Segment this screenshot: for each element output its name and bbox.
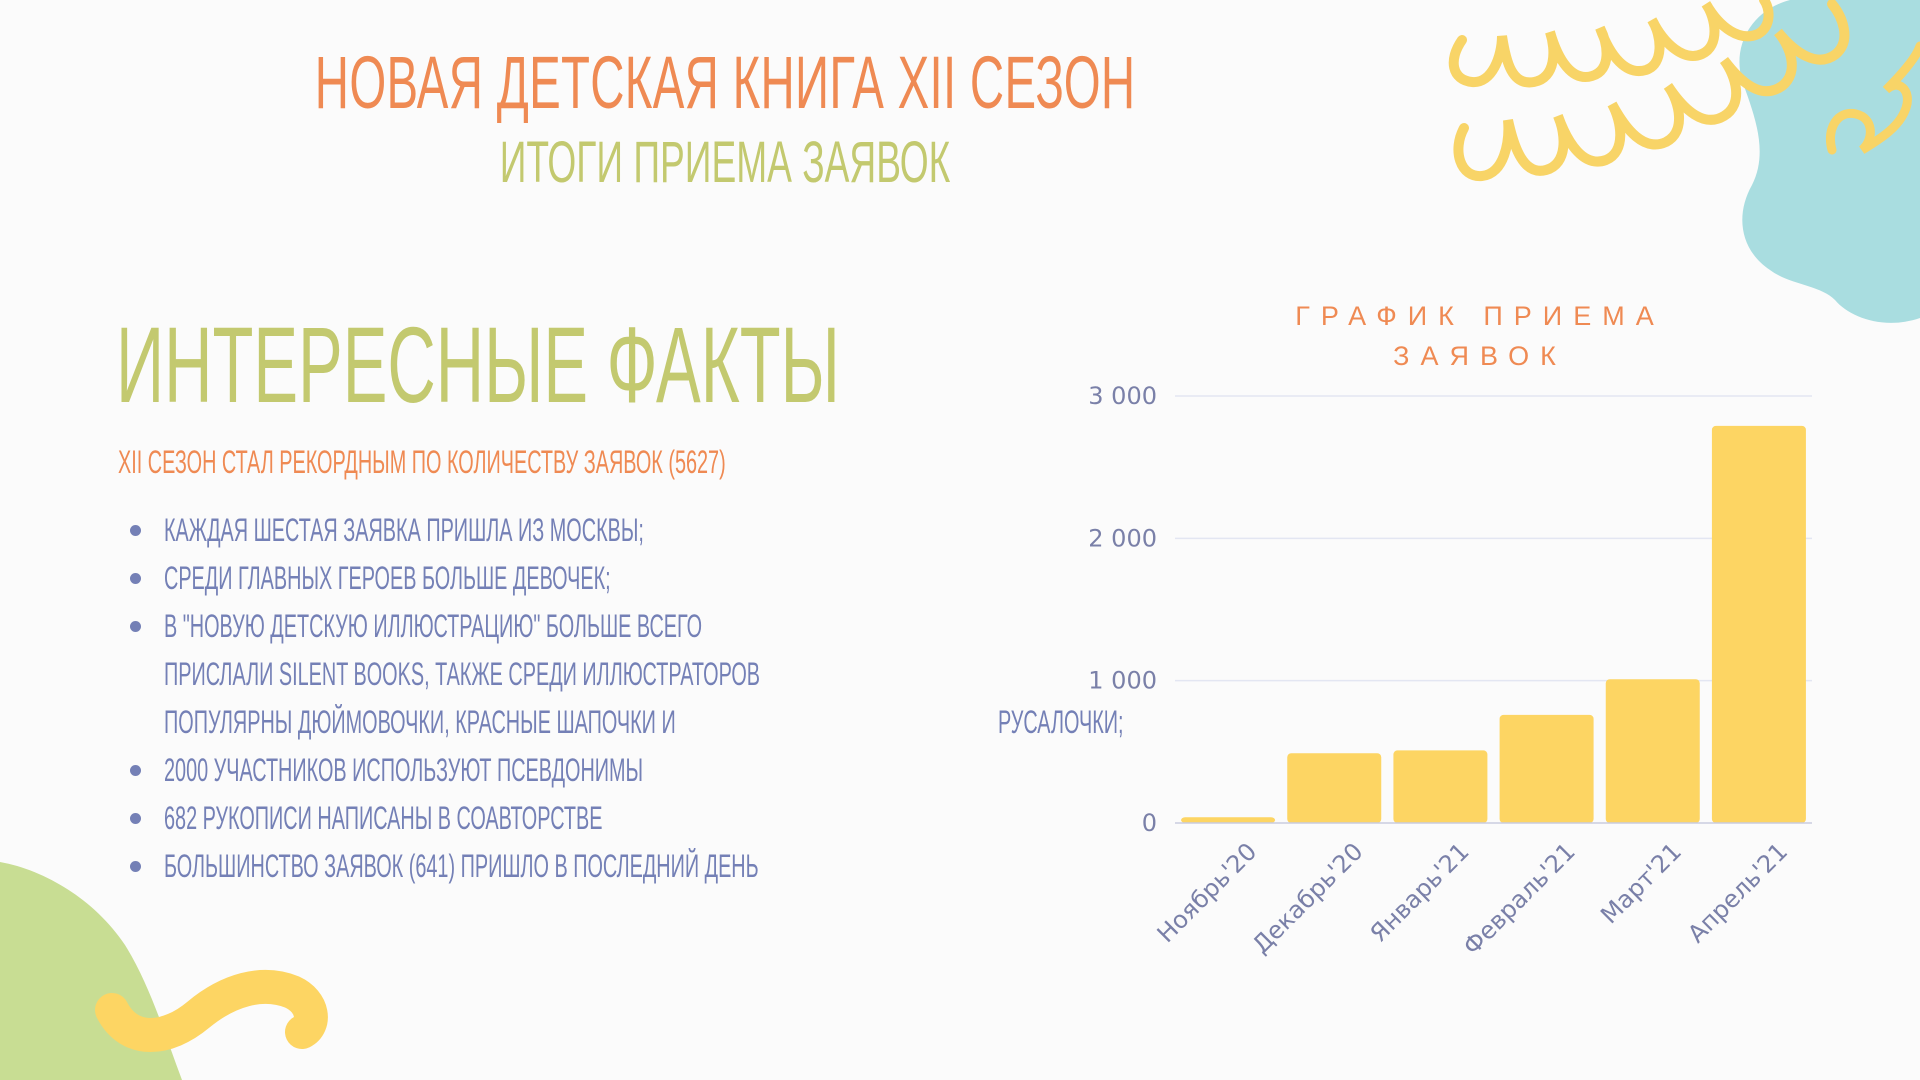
facts-list: КАЖДАЯ ШЕСТАЯ ЗАЯВКА ПРИШЛА ИЗ МОСКВЫ; С… <box>130 506 1920 890</box>
y-tick-label: 3 000 <box>1088 382 1157 410</box>
yellow-squiggle-top <box>1448 0 1774 88</box>
y-tick-label: 1 000 <box>1088 667 1157 695</box>
page-title: НОВАЯ ДЕТСКАЯ КНИГА XII СЕЗОН <box>314 41 1136 124</box>
title-block: НОВАЯ ДЕТСКАЯ КНИГА XII СЕЗОН ИТОГИ ПРИЕ… <box>0 38 1450 198</box>
x-tick-label: Март'21 <box>1595 837 1687 929</box>
fact-line: РУСАЛОЧКИ; <box>998 704 1124 740</box>
bar <box>1181 817 1276 823</box>
x-tick-label: Февраль'21 <box>1458 837 1581 960</box>
x-tick-label: Апрель'21 <box>1682 837 1793 948</box>
fact-line: 2000 УЧАСТНИКОВ ИСПОЛЬЗУЮТ ПСЕВДОНИМЫ <box>164 752 644 788</box>
fact-line: СРЕДИ ГЛАВНЫХ ГЕРОЕВ БОЛЬШЕ ДЕВОЧЕК; <box>164 560 611 596</box>
teal-blob <box>1739 0 1920 323</box>
fact-line: ПРИСЛАЛИ SILENT BOOKS, ТАКЖЕ СРЕДИ ИЛЛЮС… <box>164 656 761 692</box>
yellow-squiggle-right <box>1826 41 1920 155</box>
y-tick-label: 2 000 <box>1088 524 1157 552</box>
fact-item: В "НОВУЮ ДЕТСКУЮ ИЛЛЮСТРАЦИЮ" БОЛЬШЕ ВСЕ… <box>130 602 1920 746</box>
record-statement: XII СЕЗОН СТАЛ РЕКОРДНЫМ ПО КОЛИЧЕСТВУ З… <box>118 444 726 480</box>
fact-item: КАЖДАЯ ШЕСТАЯ ЗАЯВКА ПРИШЛА ИЗ МОСКВЫ; <box>130 506 1920 554</box>
chart-title: ГРАФИК ПРИЕМА ЗАЯВОК <box>1295 301 1665 371</box>
x-tick-label: Декабрь'20 <box>1247 837 1369 959</box>
bar <box>1287 753 1382 823</box>
x-tick-label: Январь'21 <box>1365 837 1475 947</box>
fact-item: 2000 УЧАСТНИКОВ ИСПОЛЬЗУЮТ ПСЕВДОНИМЫ <box>130 746 1920 794</box>
bar <box>1393 750 1488 823</box>
yellow-squiggle-middle <box>1453 0 1850 181</box>
fact-line: БОЛЬШИНСТВО ЗАЯВОК (641) ПРИШЛО В ПОСЛЕД… <box>164 848 759 884</box>
facts-heading: ИНТЕРЕСНЫЕ ФАКТЫ <box>116 304 840 425</box>
fact-item: 682 РУКОПИСИ НАПИСАНЫ В СОАВТОРСТВЕ <box>130 794 1920 842</box>
fact-item: БОЛЬШИНСТВО ЗАЯВОК (641) ПРИШЛО В ПОСЛЕД… <box>130 842 1920 890</box>
yellow-squiggle-bottom <box>95 969 328 1052</box>
x-tick-label: Ноябрь'20 <box>1152 837 1263 948</box>
fact-line: 682 РУКОПИСИ НАПИСАНЫ В СОАВТОРСТВЕ <box>164 800 603 836</box>
fact-line: ПОПУЛЯРНЫ ДЮЙМОВОЧКИ, КРАСНЫЕ ШАПОЧКИ И <box>164 704 676 740</box>
fact-item: СРЕДИ ГЛАВНЫХ ГЕРОЕВ БОЛЬШЕ ДЕВОЧЕК; <box>130 554 1920 602</box>
bar <box>1499 714 1594 823</box>
applications-bar-chart: 0 1 000 2 000 3 000 Ноябрь'20Декабрь'20Январ… <box>1088 382 1812 961</box>
page-subtitle: ИТОГИ ПРИЕМА ЗАЯВОК <box>499 130 951 195</box>
bar <box>1605 679 1700 823</box>
fact-line: В "НОВУЮ ДЕТСКУЮ ИЛЛЮСТРАЦИЮ" БОЛЬШЕ ВСЕ… <box>164 608 703 644</box>
fact-line: КАЖДАЯ ШЕСТАЯ ЗАЯВКА ПРИШЛА ИЗ МОСКВЫ; <box>164 512 644 548</box>
y-tick-label: 0 <box>1142 809 1157 837</box>
bar <box>1711 425 1806 823</box>
